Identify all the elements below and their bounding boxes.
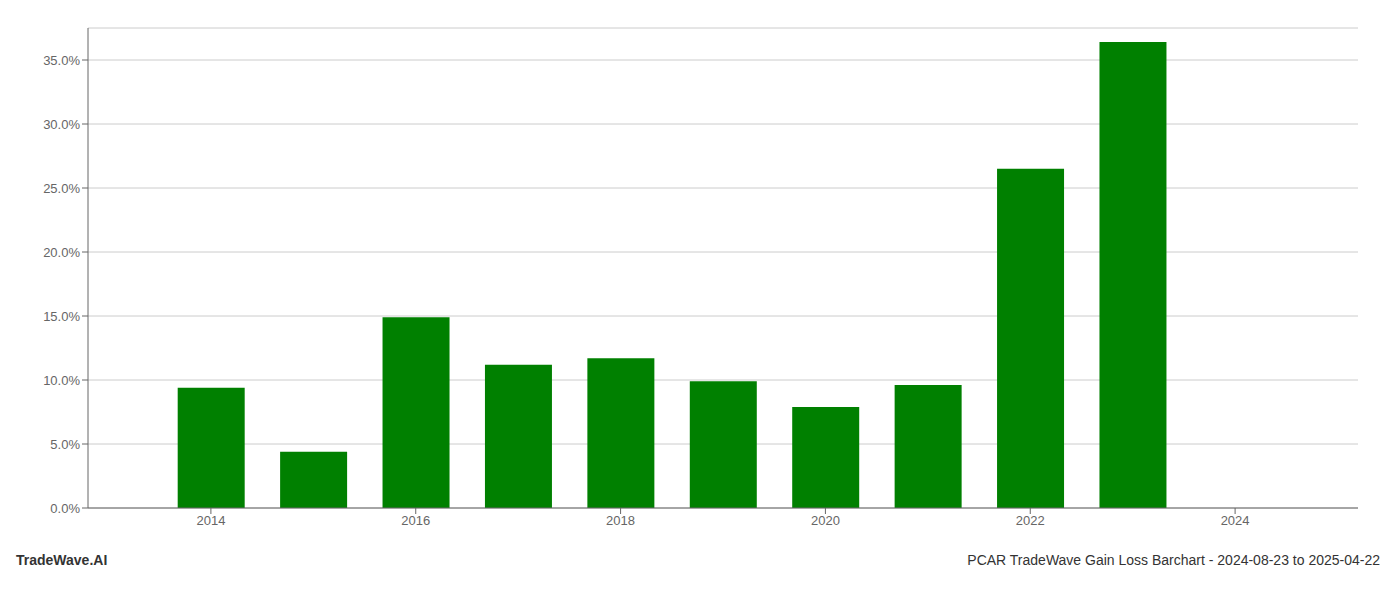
svg-text:5.0%: 5.0% <box>50 437 80 452</box>
svg-text:25.0%: 25.0% <box>43 181 80 196</box>
svg-text:2024: 2024 <box>1221 513 1250 528</box>
svg-text:2014: 2014 <box>196 513 225 528</box>
svg-text:30.0%: 30.0% <box>43 117 80 132</box>
svg-text:35.0%: 35.0% <box>43 53 80 68</box>
html-text:PCAR TradeWave Gain Loss Barch: PCAR TradeWave Gain Loss Barchart - 2024… <box>967 552 1380 568</box>
svg-text:20.0%: 20.0% <box>43 245 80 260</box>
svg-text:10.0%: 10.0% <box>43 373 80 388</box>
svg-text:2016: 2016 <box>401 513 430 528</box>
svg-text:0.0%: 0.0% <box>50 501 80 516</box>
svg-text:2018: 2018 <box>606 513 635 528</box>
svg-text:15.0%: 15.0% <box>43 309 80 324</box>
svg-text:2020: 2020 <box>811 513 840 528</box>
svg-text:2022: 2022 <box>1016 513 1045 528</box>
html-text:TradeWave.AI: TradeWave.AI <box>16 552 108 568</box>
